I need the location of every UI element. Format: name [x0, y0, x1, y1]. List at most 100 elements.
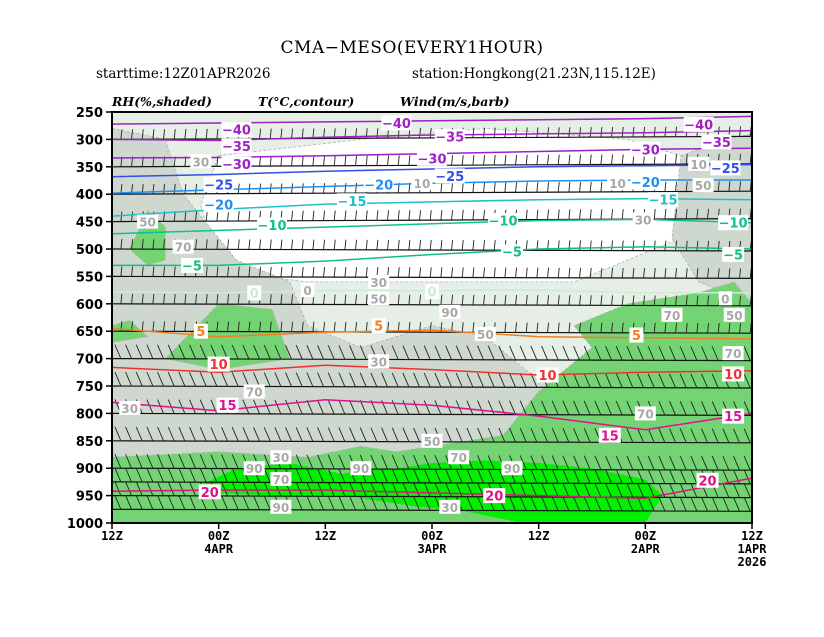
- wind-barb: [664, 208, 667, 220]
- wind-barb: [519, 496, 527, 511]
- wind-barb: [743, 483, 751, 498]
- contour-line--25: [112, 163, 752, 178]
- wind-barb: [263, 427, 271, 442]
- x-tick-label: 12Z: [101, 529, 123, 543]
- wind-barb: [472, 182, 475, 193]
- contour-label-bg: [536, 367, 559, 383]
- wind-barb: [605, 373, 612, 388]
- wind-barb: [557, 182, 560, 193]
- wind-barb: [338, 427, 346, 442]
- x-tick-label: 3APR: [418, 542, 448, 556]
- wind-barb: [333, 294, 336, 305]
- wind-barb: [189, 454, 196, 469]
- wind-barb: [551, 428, 559, 443]
- wind-barb: [387, 155, 390, 166]
- wind-barb: [536, 154, 539, 165]
- barb-row-925: [112, 481, 752, 485]
- contour-label-bg: [203, 177, 234, 193]
- wind-barb: [626, 400, 634, 416]
- wind-barb: [621, 209, 624, 220]
- contour-label-bg: [381, 115, 412, 131]
- wind-barb: [493, 154, 496, 166]
- wind-barb: [429, 267, 432, 278]
- wind-barb: [711, 346, 719, 361]
- wind-barb: [259, 266, 262, 277]
- wind-barb: [381, 482, 388, 497]
- wind-barb: [690, 373, 698, 389]
- wind-barb: [253, 372, 260, 387]
- wind-barb: [253, 344, 260, 360]
- wind-barb: [669, 483, 676, 498]
- rh-label: 70: [725, 347, 742, 361]
- wind-barb: [434, 400, 442, 415]
- wind-barb: [402, 372, 410, 388]
- rh-label-bg: [411, 176, 433, 191]
- wind-barb: [210, 399, 218, 414]
- wind-barb: [413, 427, 420, 442]
- wind-barb: [263, 454, 271, 469]
- contour-label: −30: [418, 152, 447, 167]
- wind-barb: [504, 322, 507, 333]
- wind-barb: [349, 482, 356, 497]
- wind-barb: [679, 401, 687, 416]
- y-tick-label: 1000: [67, 517, 103, 532]
- wind-barb: [231, 495, 239, 510]
- wind-barb: [525, 267, 528, 278]
- wind-barb: [611, 154, 614, 165]
- wind-barb: [423, 496, 431, 511]
- wind-barb: [611, 267, 614, 279]
- wind-barb: [493, 240, 496, 251]
- wind-barb: [637, 428, 644, 443]
- wind-barb: [685, 268, 688, 279]
- wind-barb: [573, 482, 580, 498]
- wind-barb: [391, 468, 399, 483]
- wind-barb: [583, 400, 591, 416]
- wind-barb: [679, 346, 687, 361]
- wind-barb: [423, 345, 431, 360]
- wind-barb: [195, 128, 198, 140]
- wind-barb: [408, 294, 411, 305]
- wind-barb: [445, 372, 452, 388]
- wind-barb: [647, 455, 655, 471]
- wind-barb: [269, 294, 272, 305]
- wind-barb: [376, 239, 379, 250]
- wind-barb: [381, 454, 388, 470]
- wind-barb: [280, 128, 283, 139]
- wind-barb: [722, 483, 730, 498]
- wind-barb: [210, 372, 218, 387]
- wind-barb: [216, 266, 219, 277]
- contour-label: 0: [250, 287, 259, 302]
- wind-barb: [626, 496, 634, 512]
- wind-barb: [530, 373, 538, 388]
- wind-barb: [120, 238, 123, 250]
- wind-barb: [653, 240, 656, 251]
- rh-label: 90: [441, 306, 458, 320]
- x-tick-label: 2026: [738, 555, 767, 569]
- wind-barb: [605, 400, 612, 416]
- wind-barb: [125, 481, 132, 496]
- wind-barb: [579, 127, 582, 138]
- wind-barb: [285, 372, 292, 387]
- wind-barb: [739, 268, 742, 279]
- wind-barb: [632, 126, 635, 138]
- wind-barb: [408, 155, 411, 166]
- wind-barb: [509, 345, 516, 361]
- wind-barb: [696, 208, 699, 219]
- wind-barb: [429, 127, 432, 138]
- wind-barb: [483, 240, 486, 251]
- rh-label-bg: [270, 450, 292, 465]
- wind-barb: [445, 468, 452, 484]
- wind-barb: [402, 345, 410, 360]
- wind-barb: [579, 181, 582, 193]
- wind-barb: [125, 426, 132, 442]
- contour-label-bg: [722, 408, 745, 424]
- wind-barb: [199, 372, 207, 387]
- contour-label-bg: [203, 197, 234, 213]
- wind-barb: [333, 239, 336, 250]
- wind-barb: [189, 372, 196, 387]
- wind-barb: [493, 267, 496, 278]
- wind-barb: [643, 126, 646, 137]
- wind-barb: [525, 295, 528, 306]
- contour-label-bg: [696, 472, 719, 488]
- contour-label-bg: [630, 141, 661, 157]
